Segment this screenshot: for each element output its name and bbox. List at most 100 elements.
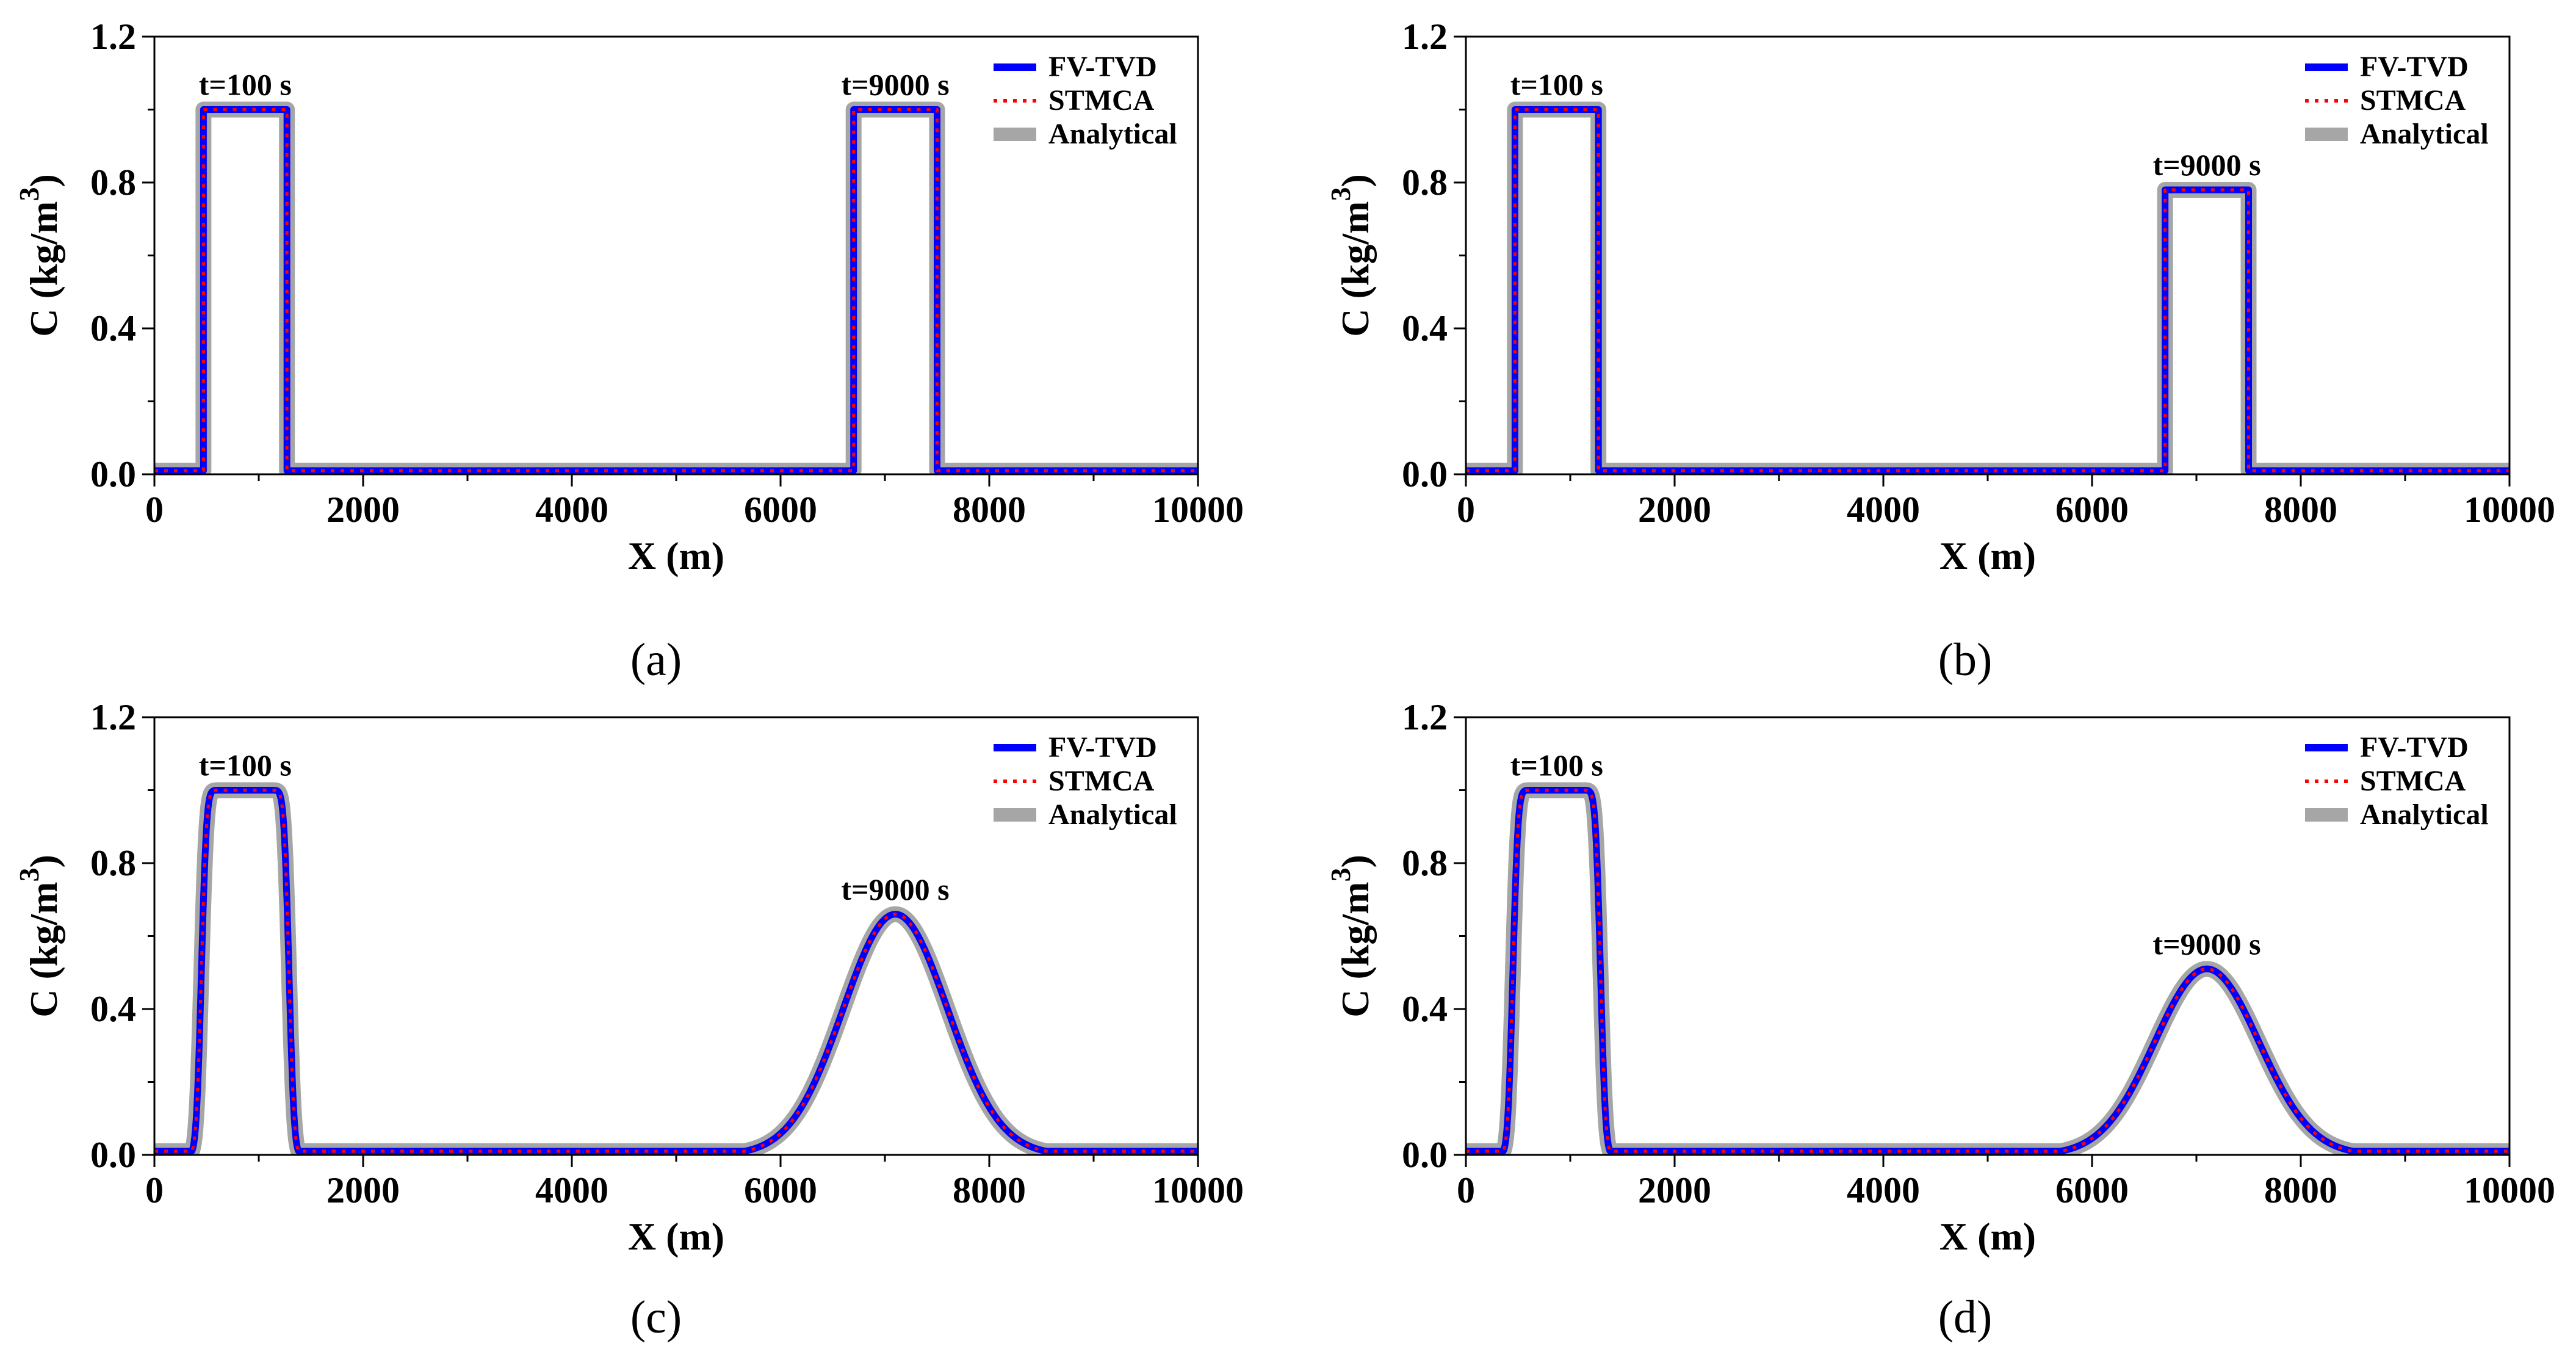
series-stmca-b (1466, 108, 2509, 472)
plot-area-a (154, 101, 1198, 474)
y-tick-label-a-0: 0.0 (90, 454, 136, 494)
x-tick-label-d-3: 6000 (2055, 1170, 2129, 1210)
annotation-c-1: t=9000 s (842, 872, 950, 906)
y-axis-label-close-a: ) (22, 174, 65, 187)
y-tick-label-a-3: 1.2 (90, 16, 136, 57)
x-tick-label-a-2: 4000 (535, 490, 608, 530)
y-tick-label-c-0: 0.0 (90, 1135, 136, 1175)
axes-frame-a (153, 35, 1199, 476)
plot-area-c (154, 782, 1198, 1155)
y-axis-label-symbol-a: C (22, 299, 65, 337)
series-analytical-d (1466, 782, 2509, 1155)
series-fv-tvd-c (154, 787, 1198, 1155)
x-axis-label-d: X (m) (1939, 1215, 2036, 1258)
annotation-c-0: t=100 s (199, 748, 292, 783)
y-axis-label-close-d: ) (1333, 855, 1377, 867)
y-tick-label-b-0: 0.0 (1402, 454, 1448, 494)
x-tick-label-a-4: 8000 (953, 490, 1026, 530)
x-tick-label-b-1: 2000 (1638, 490, 1711, 530)
panel-a: 0 2000 4000 6000 8000 10000 0.0 0.4 0.8 1.2 X (m) C… (13, 16, 1244, 577)
y-axis-label-exp-b: 3 (1325, 187, 1356, 201)
y-axis-label-unit-d: (kg/m (1333, 882, 1377, 980)
series-analytical-c (154, 782, 1198, 1155)
annotation-b-0: t=100 s (1510, 68, 1603, 102)
x-tick-label-d-4: 8000 (2264, 1170, 2337, 1210)
axes-frame-c (153, 716, 1199, 1156)
panel-caption-d: (d) (1938, 1292, 1993, 1343)
annotation-d-1: t=9000 s (2153, 927, 2261, 961)
y-axis-label-unit-a: (kg/m (22, 201, 65, 299)
y-tick-label-b-2: 0.8 (1402, 162, 1448, 203)
y-tick-label-a-1: 0.4 (90, 308, 136, 349)
x-tick-label-c-1: 2000 (327, 1170, 400, 1210)
series-stmca-d (1466, 789, 2509, 1153)
y-axis-label-unit-b: (kg/m (1333, 201, 1377, 299)
x-tick-label-c-3: 6000 (744, 1170, 817, 1210)
legend-label-fv-tvd-b: FV-TVD (2360, 51, 2469, 83)
legend-label-analytical-b: Analytical (2360, 118, 2489, 150)
series-analytical-b (1466, 101, 2509, 474)
x-tick-label-d-2: 4000 (1847, 1170, 1920, 1210)
y-axis-label-symbol-b: C (1333, 299, 1377, 337)
y-axis-label-exp-a: 3 (13, 187, 45, 201)
legend-label-analytical-c: Analytical (1048, 798, 1177, 831)
y-axis-label-b: C (kg/m3) (1325, 174, 1377, 337)
y-axis-label-unit-c: (kg/m (22, 882, 65, 980)
x-axis-label-a: X (m) (628, 534, 724, 577)
series-analytical-a (154, 101, 1198, 474)
x-tick-label-c-2: 4000 (535, 1170, 608, 1210)
y-tick-label-b-3: 1.2 (1402, 16, 1448, 57)
x-tick-label-a-3: 6000 (744, 490, 817, 530)
y-axis-label-a: C (kg/m3) (13, 174, 65, 337)
panel-caption-c: (c) (630, 1292, 682, 1343)
y-tick-label-c-3: 1.2 (90, 697, 136, 737)
y-axis-label-symbol-c: C (22, 980, 65, 1018)
legend-label-fv-tvd-d: FV-TVD (2360, 731, 2469, 764)
panel-caption-a: (a) (630, 634, 682, 685)
legend-label-stmca-c: STMCA (1048, 765, 1155, 797)
plot-area-b (1466, 101, 2509, 474)
annotation-a-1: t=9000 s (842, 68, 950, 102)
legend-label-stmca-a: STMCA (1048, 84, 1155, 117)
y-tick-label-d-2: 0.8 (1402, 843, 1448, 883)
legend-label-analytical-d: Analytical (2360, 798, 2489, 831)
y-tick-label-a-2: 0.8 (90, 162, 136, 203)
plot-area-d (1466, 782, 2509, 1155)
y-axis-label-symbol-d: C (1333, 980, 1377, 1018)
x-tick-label-b-2: 4000 (1847, 490, 1920, 530)
panel-d: 0 2000 4000 6000 8000 10000 0.0 0.4 0.8 1.2 X (m) C… (1325, 697, 2555, 1258)
series-stmca-c (154, 789, 1198, 1153)
y-axis-label-d: C (kg/m3) (1325, 855, 1377, 1018)
legend-label-stmca-d: STMCA (2360, 765, 2466, 797)
legend-label-fv-tvd-a: FV-TVD (1048, 51, 1157, 83)
y-axis-label-exp-c: 3 (13, 868, 45, 882)
x-tick-label-b-5: 10000 (2464, 490, 2555, 530)
x-tick-label-a-1: 2000 (327, 490, 400, 530)
x-tick-label-b-0: 0 (1457, 490, 1475, 530)
axes-frame-b (1465, 35, 2511, 476)
y-tick-label-b-1: 0.4 (1402, 308, 1448, 349)
x-tick-label-b-3: 6000 (2055, 490, 2129, 530)
axes-frame-d (1465, 716, 2511, 1156)
y-axis-label-c: C (kg/m3) (13, 855, 65, 1018)
x-tick-label-a-5: 10000 (1152, 490, 1244, 530)
series-fv-tvd-b (1466, 106, 2509, 474)
x-tick-label-b-4: 8000 (2264, 490, 2337, 530)
x-tick-label-d-0: 0 (1457, 1170, 1475, 1210)
y-axis-label-exp-d: 3 (1325, 868, 1356, 882)
x-tick-label-c-4: 8000 (953, 1170, 1026, 1210)
panel-caption-b: (b) (1938, 634, 1993, 685)
y-tick-label-c-2: 0.8 (90, 843, 136, 883)
annotation-a-0: t=100 s (199, 68, 292, 102)
y-tick-label-c-1: 0.4 (90, 989, 136, 1029)
legend-label-analytical-a: Analytical (1048, 118, 1177, 150)
y-tick-label-d-3: 1.2 (1402, 697, 1448, 737)
x-tick-label-d-5: 10000 (2464, 1170, 2555, 1210)
series-fv-tvd-d (1466, 787, 2509, 1155)
x-axis-label-c: X (m) (628, 1215, 724, 1258)
